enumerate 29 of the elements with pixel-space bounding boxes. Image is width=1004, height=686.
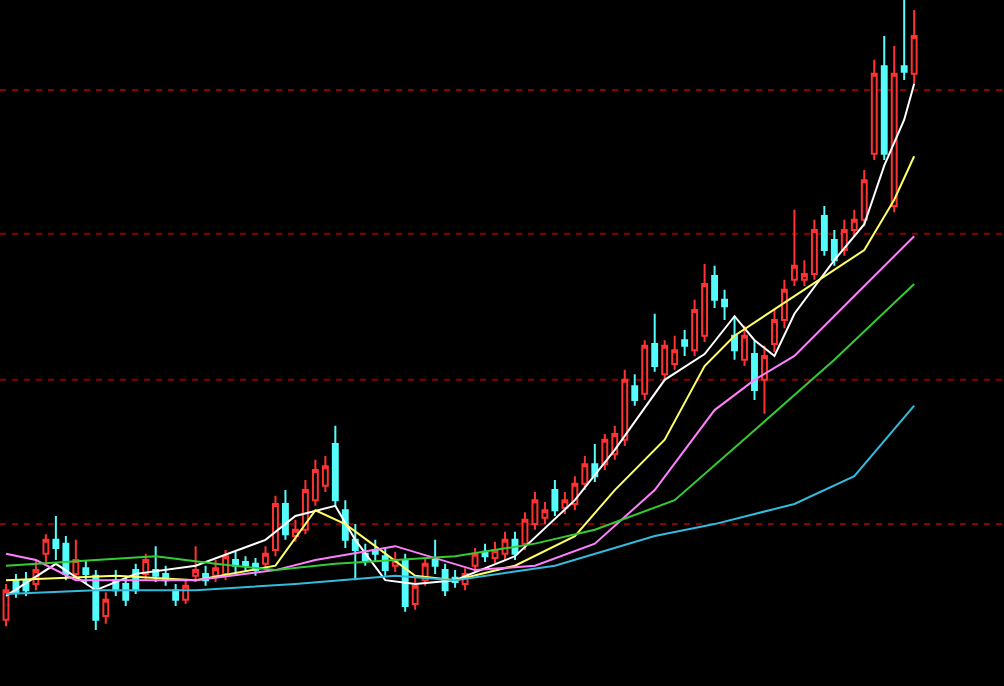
candlestick [900,0,908,81]
candlestick [910,9,918,85]
candlestick [731,315,738,361]
candlestick [751,339,758,401]
candlestick [102,591,110,625]
candlestick [641,339,649,401]
candlestick [72,538,80,582]
candlestick [42,533,50,565]
candlestick [281,489,289,541]
candlestick [591,443,599,483]
candlestick [870,58,878,161]
candlestick [551,479,559,517]
candlestick [172,582,180,607]
candlestick [741,324,748,367]
candlestick [331,424,339,507]
candlestick [411,576,419,611]
candlestick [272,494,279,558]
candlestick [82,559,90,585]
candlestick [471,547,479,573]
candlestick [681,329,689,357]
candlestick [761,344,768,415]
candlestick [262,545,269,572]
candlestick [890,44,898,214]
candlestick [651,312,659,373]
candlestick [182,579,190,606]
candlestick [192,545,200,584]
candlestick [431,538,439,575]
candlestick [631,373,639,407]
candlestick [880,34,888,161]
